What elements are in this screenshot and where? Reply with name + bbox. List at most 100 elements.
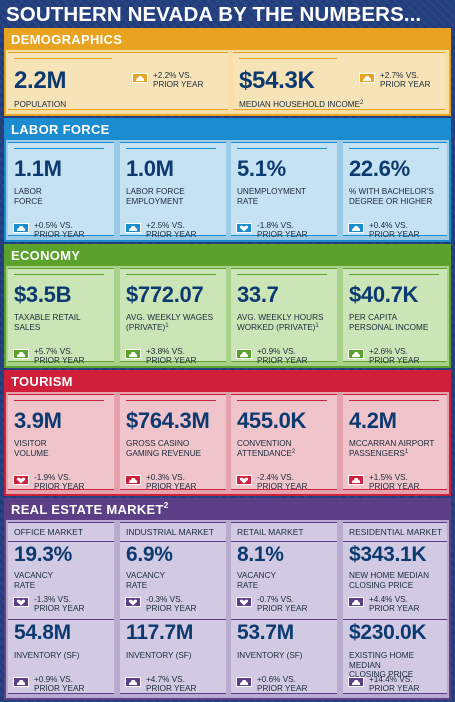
metric-label: INVENTORY (SF) — [237, 651, 303, 660]
footnote-marker: 2 — [163, 501, 169, 510]
metric-label-text: VISITOR VOLUME — [14, 439, 49, 458]
metric-label: EXISTING HOME MEDIAN CLOSING PRICE — [349, 651, 415, 679]
tourism-section: TOURISM 3.9M VISITOR VOLUME -1.9% VS. PRIOR… — [4, 370, 451, 496]
change-vs-prior-year: +14.4% VS. PRIOR YEAR — [369, 675, 420, 693]
accent-rule — [14, 274, 104, 275]
change-vs-prior-year: +4.4% VS. PRIOR YEAR — [369, 595, 420, 613]
metric-value: $343.1K — [349, 543, 427, 566]
metric-value: $3.5B — [14, 282, 72, 307]
cloud-up-icon — [13, 677, 29, 687]
heart-down-icon — [236, 223, 252, 233]
market-metric: 8.1% VACANCY RATE -0.7% VS. PRIOR YEAR — [231, 541, 337, 621]
metric-label: PER CAPITA PERSONAL INCOME — [349, 313, 428, 332]
metric-value: 22.6% — [349, 156, 410, 181]
metric-value: $230.0K — [349, 621, 427, 644]
metric-value: 1.1M — [14, 156, 62, 181]
metric-label: GROSS CASINO GAMING REVENUE — [126, 439, 201, 458]
real-estate-section: REAL ESTATE MARKET2 OFFICE MARKET 19.3% VAC… — [4, 498, 451, 700]
divider — [120, 541, 226, 542]
labor-force-section: LABOR FORCE 1.1M LABOR FORCE +0.5% VS. PRIO… — [4, 118, 451, 242]
metric-label: POPULATION — [14, 100, 66, 110]
demographics-section-cards: 2.2M POPULATION +2.2% VS. PRIOR YEAR $54.3K… — [6, 50, 449, 114]
accent-rule — [349, 400, 439, 401]
market-metrics: 8.1% VACANCY RATE -0.7% VS. PRIOR YEAR 53.7… — [231, 523, 337, 693]
metric-card: 2.2M POPULATION +2.2% VS. PRIOR YEAR — [8, 52, 228, 110]
cloud-up-icon — [348, 677, 364, 687]
metric-card: $40.7K PER CAPITA PERSONAL INCOME +2.6% VS… — [343, 268, 447, 365]
section-heading-label: TOURISM — [11, 374, 73, 389]
change-vs-prior-year: +2.5% VS. PRIOR YEAR — [146, 221, 197, 239]
market-metric: 54.8M INVENTORY (SF) +0.9% VS. PRIOR YEAR — [8, 621, 114, 698]
cloud-up-icon — [13, 349, 29, 359]
market-column: OFFICE MARKET 19.3% VACANCY RATE -1.3% VS. … — [8, 522, 114, 694]
cloud-up-icon — [125, 349, 141, 359]
metric-label: VACANCY RATE — [237, 571, 276, 590]
cloud-up-icon — [236, 677, 252, 687]
divider — [231, 541, 337, 542]
metric-card: 1.0M LABOR FORCE EMPLOYMENT +2.5% VS. PRIO… — [120, 142, 226, 239]
cloud-up-icon — [125, 223, 141, 233]
section-heading-label: LABOR FORCE — [11, 122, 110, 137]
section-heading-label: DEMOGRAPHICS — [11, 32, 123, 47]
metric-label-text: MEDIAN HOUSEHOLD INCOME — [239, 100, 361, 109]
accent-rule — [126, 148, 216, 149]
metric-label: % WITH BACHELOR'S DEGREE OR HIGHER — [349, 187, 434, 206]
metric-label: TAXABLE RETAIL SALES — [14, 313, 81, 332]
metric-label-text: LABOR FORCE EMPLOYMENT — [126, 187, 185, 206]
metric-label: MEDIAN HOUSEHOLD INCOME2 — [239, 100, 363, 110]
metric-card: 33.7 AVG. WEEKLY HOURS WORKED (PRIVATE)1 +… — [231, 268, 337, 365]
change-vs-prior-year: +5.7% VS. PRIOR YEAR — [34, 347, 85, 365]
metric-label: VACANCY RATE — [14, 571, 53, 590]
metric-label: INVENTORY (SF) — [14, 651, 80, 660]
heart-down-icon — [13, 475, 29, 485]
metric-value: 19.3% — [14, 543, 73, 566]
metric-label: AVG. WEEKLY WAGES (PRIVATE)1 — [126, 313, 213, 332]
metric-card: $772.07 AVG. WEEKLY WAGES (PRIVATE)1 +3.8%… — [120, 268, 226, 365]
cloud-up-icon — [348, 349, 364, 359]
metric-label: LABOR FORCE EMPLOYMENT — [126, 187, 185, 206]
divider — [8, 541, 114, 542]
footnote-marker: 2 — [291, 448, 296, 455]
economy-section: ECONOMY $3.5B TAXABLE RETAIL SALES +5.7% VS… — [4, 244, 451, 368]
heart-down-icon — [236, 597, 252, 607]
accent-rule — [126, 274, 216, 275]
change-vs-prior-year: +2.6% VS. PRIOR YEAR — [369, 347, 420, 365]
metric-card: 455.0K CONVENTION ATTENDANCE2 -2.4% VS. PR… — [231, 394, 337, 491]
market-column: RETAIL MARKET 8.1% VACANCY RATE -0.7% VS. P… — [231, 522, 337, 694]
change-vs-prior-year: +2.7% VS. PRIOR YEAR — [380, 71, 431, 89]
cloud-up-icon — [13, 223, 29, 233]
metric-label: LABOR FORCE — [14, 187, 43, 206]
heart-down-icon — [236, 475, 252, 485]
metric-label: VACANCY RATE — [126, 571, 165, 590]
cloud-up-icon — [125, 677, 141, 687]
market-subhead: RESIDENTIAL MARKET — [349, 527, 443, 537]
labor-force-section-cards: 1.1M LABOR FORCE +0.5% VS. PRIOR YEAR 1.0M L… — [6, 140, 449, 240]
accent-rule — [237, 274, 327, 275]
metric-card: $54.3K MEDIAN HOUSEHOLD INCOME2 +2.7% VS. … — [233, 52, 445, 110]
metric-card: 3.9M VISITOR VOLUME -1.9% VS. PRIOR YEAR — [8, 394, 114, 491]
metric-card: 22.6% % WITH BACHELOR'S DEGREE OR HIGHER +… — [343, 142, 447, 239]
metric-card: 4.2M MCCARRAN AIRPORT PASSENGERS1 +1.5% VS… — [343, 394, 447, 491]
economy-section-cards: $3.5B TAXABLE RETAIL SALES +5.7% VS. PRIOR… — [6, 266, 449, 366]
accent-rule — [237, 400, 327, 401]
market-metric: $230.0K EXISTING HOME MEDIAN CLOSING PRIC… — [343, 621, 447, 698]
metric-value: 54.8M — [14, 621, 71, 644]
section-heading-label: ECONOMY — [11, 248, 81, 263]
metric-label: AVG. WEEKLY HOURS WORKED (PRIVATE)1 — [237, 313, 323, 332]
market-metrics: 6.9% VACANCY RATE -0.3% VS. PRIOR YEAR 117.… — [120, 523, 226, 693]
metric-label: INVENTORY (SF) — [126, 651, 192, 660]
economy-section-heading: ECONOMY — [6, 246, 449, 266]
accent-rule — [14, 58, 112, 59]
metric-value: 4.2M — [349, 408, 397, 433]
cloud-up-icon — [236, 349, 252, 359]
market-column: INDUSTRIAL MARKET 6.9% VACANCY RATE -0.3% V… — [120, 522, 226, 694]
change-vs-prior-year: +1.5% VS. PRIOR YEAR — [369, 473, 420, 491]
change-vs-prior-year: -1.3% VS. PRIOR YEAR — [34, 595, 85, 613]
metric-label: CONVENTION ATTENDANCE2 — [237, 439, 295, 458]
metric-value: 53.7M — [237, 621, 294, 644]
cloud-up-icon — [359, 73, 375, 83]
divider — [343, 541, 447, 542]
metric-label-text: MCCARRAN AIRPORT PASSENGERS — [349, 439, 435, 458]
metric-label: VISITOR VOLUME — [14, 439, 49, 458]
metric-label-text: POPULATION — [14, 100, 67, 109]
